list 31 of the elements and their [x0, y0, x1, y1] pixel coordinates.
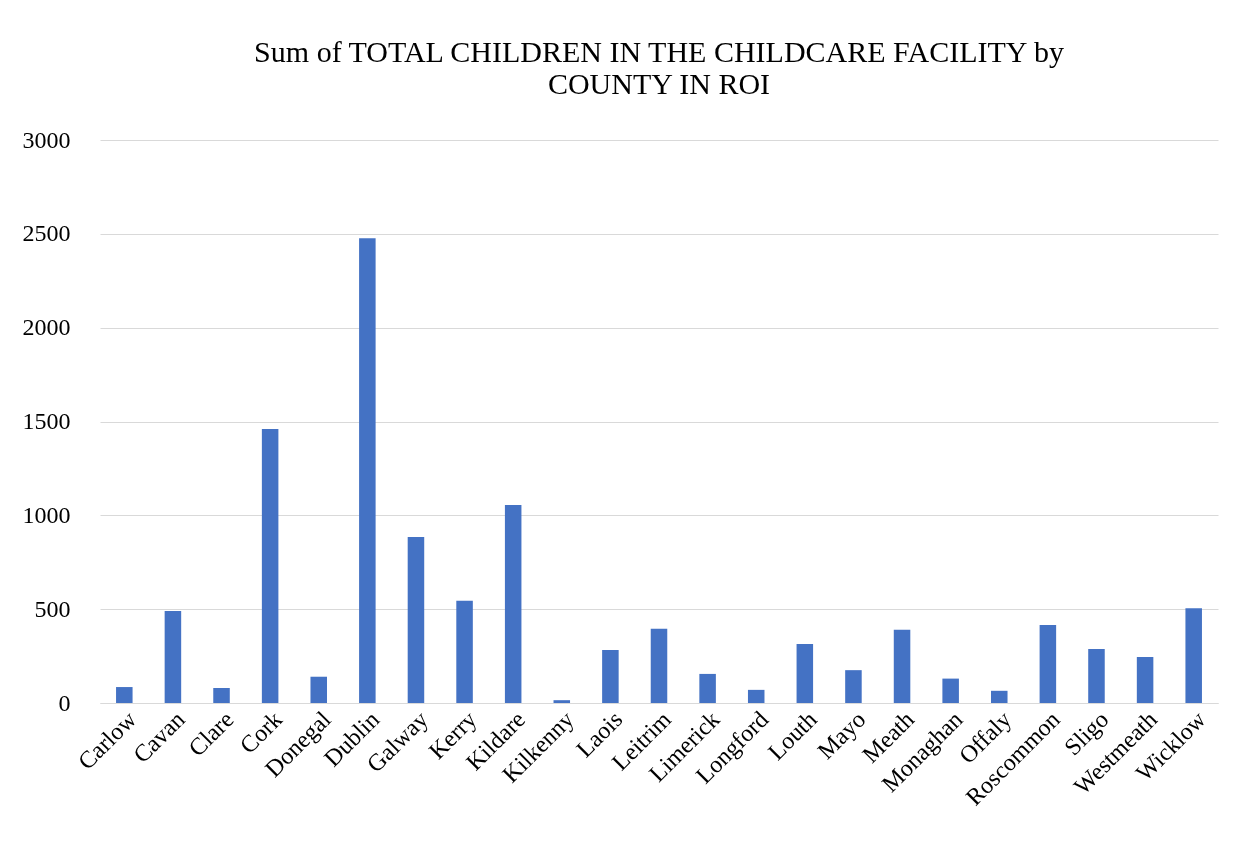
y-tick-label: 2000 — [22, 314, 71, 341]
bar — [164, 611, 182, 703]
bar — [845, 670, 862, 703]
bar — [456, 600, 473, 703]
y-tick-label: 1000 — [22, 501, 71, 528]
bar — [553, 700, 571, 703]
y-tick-label: 2500 — [22, 220, 71, 247]
bar — [796, 643, 814, 703]
y-tick-label: 0 — [58, 689, 71, 716]
bar — [1088, 648, 1105, 703]
y-tick-label: 3000 — [22, 126, 71, 153]
bar — [310, 676, 327, 703]
chart-title: Sum of TOTAL CHILDREN IN THE CHILDCARE FACILITY by COUNTY IN ROI — [254, 35, 1064, 100]
y-tick-label: 500 — [34, 595, 71, 622]
bar — [650, 628, 668, 703]
bar — [991, 690, 1008, 703]
bar — [893, 629, 911, 703]
bar — [1185, 608, 1202, 703]
bar — [359, 238, 376, 703]
bar — [942, 678, 959, 703]
bar — [747, 689, 765, 703]
bar — [407, 536, 425, 703]
bar — [261, 429, 279, 703]
bar — [602, 650, 619, 703]
bar — [699, 673, 716, 703]
bar — [1136, 657, 1154, 703]
y-tick-label: 1500 — [22, 408, 71, 434]
bar — [116, 687, 133, 703]
bar — [213, 687, 230, 703]
bar — [504, 505, 522, 703]
bar — [1039, 625, 1057, 703]
